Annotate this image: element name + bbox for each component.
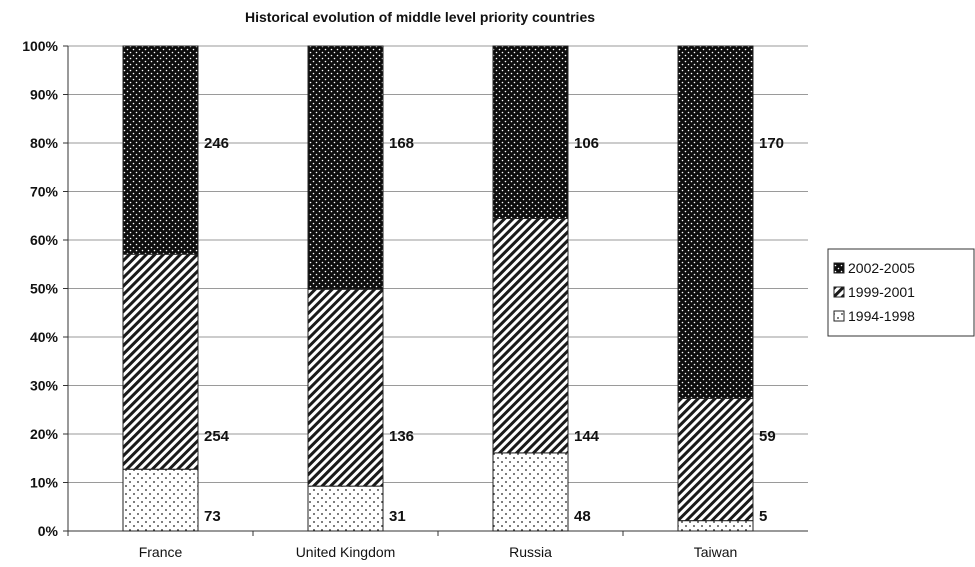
legend-swatch xyxy=(833,286,845,298)
data-label: 246 xyxy=(204,135,229,152)
data-label: 73 xyxy=(204,508,221,525)
y-tick-label: 100% xyxy=(22,38,58,54)
y-tick-label: 10% xyxy=(30,475,59,491)
bar-segment xyxy=(677,397,754,522)
bar-segment xyxy=(492,45,569,220)
category-label: France xyxy=(139,544,183,560)
x-axis: France United Kingdom Russia Taiwan xyxy=(67,531,738,560)
bar-segment xyxy=(677,520,754,532)
chart-title: Historical evolution of middle level pri… xyxy=(245,9,595,25)
bar-segment xyxy=(122,45,199,255)
data-label: 136 xyxy=(389,428,414,445)
legend-swatch xyxy=(833,310,845,322)
bar-segment xyxy=(307,45,384,290)
data-label: 59 xyxy=(759,428,776,445)
y-tick-label: 30% xyxy=(30,378,59,394)
y-tick-label: 40% xyxy=(30,329,59,345)
legend-swatch xyxy=(833,262,845,274)
legend: 2002-2005 1999-2001 1994-1998 xyxy=(827,248,975,337)
bar-segment xyxy=(307,485,384,532)
data-label: 5 xyxy=(759,508,767,525)
data-label: 144 xyxy=(574,428,600,445)
bar-segment xyxy=(492,218,569,454)
y-axis: 0% 10% 20% 30% 40% 50% 60% 70% 80% 90% 100% xyxy=(22,38,808,539)
category-label: Russia xyxy=(509,544,552,560)
bar-segment xyxy=(492,452,569,532)
y-tick-label: 60% xyxy=(30,232,59,248)
data-label: 254 xyxy=(204,428,230,445)
data-label: 31 xyxy=(389,508,406,525)
y-tick-label: 0% xyxy=(38,523,59,539)
bar-segment xyxy=(122,253,199,470)
y-tick-label: 20% xyxy=(30,426,59,442)
bars xyxy=(122,45,754,532)
bar-segment xyxy=(307,288,384,487)
y-tick-label: 90% xyxy=(30,87,59,103)
y-tick-label: 80% xyxy=(30,135,59,151)
data-label: 168 xyxy=(389,135,414,152)
bar-segment xyxy=(122,468,199,532)
category-label: Taiwan xyxy=(694,544,738,560)
bar-segment xyxy=(677,45,754,399)
data-label: 170 xyxy=(759,135,784,152)
y-tick-label: 70% xyxy=(30,184,59,200)
data-labels: 73 254 246 31 136 168 48 144 106 5 59 170 xyxy=(204,135,784,525)
legend-label: 1994-1998 xyxy=(848,308,915,324)
legend-label: 1999-2001 xyxy=(848,284,915,300)
legend-frame xyxy=(827,248,975,337)
legend-label: 2002-2005 xyxy=(848,260,915,276)
data-label: 106 xyxy=(574,135,599,152)
category-label: United Kingdom xyxy=(296,544,396,560)
y-tick-label: 50% xyxy=(30,281,59,297)
data-label: 48 xyxy=(574,508,591,525)
